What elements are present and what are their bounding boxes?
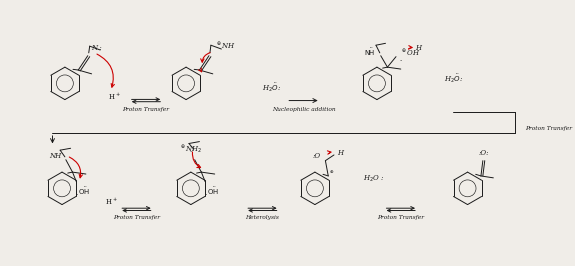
Text: $\ddot{\rm OH}$: $\ddot{\rm OH}$ xyxy=(207,185,219,197)
Text: ..: .. xyxy=(400,57,403,62)
Text: $^\oplus$: $^\oplus$ xyxy=(329,170,335,174)
Text: H$_2\ddot{O}$:: H$_2\ddot{O}$: xyxy=(262,81,281,94)
Text: Heterolysis: Heterolysis xyxy=(246,215,279,221)
Text: H$_2$O :: H$_2$O : xyxy=(363,174,385,184)
Text: H: H xyxy=(415,44,421,52)
Text: :O: :O xyxy=(312,152,321,160)
Text: H$^+$: H$^+$ xyxy=(105,197,118,207)
Text: $\ddot{\rm NH}$: $\ddot{\rm NH}$ xyxy=(365,46,376,58)
Text: ..: .. xyxy=(75,191,79,196)
Text: H$^+$: H$^+$ xyxy=(108,92,121,102)
Text: $^\oplus$NH: $^\oplus$NH xyxy=(214,40,235,51)
Text: Proton Transfer: Proton Transfer xyxy=(122,107,170,112)
Text: ..: .. xyxy=(204,191,208,196)
Text: Proton Transfer: Proton Transfer xyxy=(113,215,160,221)
Text: Proton Transfer: Proton Transfer xyxy=(377,215,424,221)
Text: :O:: :O: xyxy=(478,149,489,157)
Text: Proton Transfer: Proton Transfer xyxy=(525,126,572,131)
Text: N :: N : xyxy=(91,44,101,52)
Text: $^\oplus$OH: $^\oplus$OH xyxy=(400,48,420,58)
Text: $\ddot{\rm OH}$: $\ddot{\rm OH}$ xyxy=(78,185,90,197)
Text: Nucleophilic addition: Nucleophilic addition xyxy=(271,107,335,112)
Text: $^\oplus$NH$_2$: $^\oplus$NH$_2$ xyxy=(179,143,202,155)
Text: H$_2\ddot{O}$:: H$_2\ddot{O}$: xyxy=(444,72,463,85)
Text: H: H xyxy=(337,149,343,157)
Text: NH: NH xyxy=(49,152,61,160)
Text: ..: .. xyxy=(189,148,193,153)
